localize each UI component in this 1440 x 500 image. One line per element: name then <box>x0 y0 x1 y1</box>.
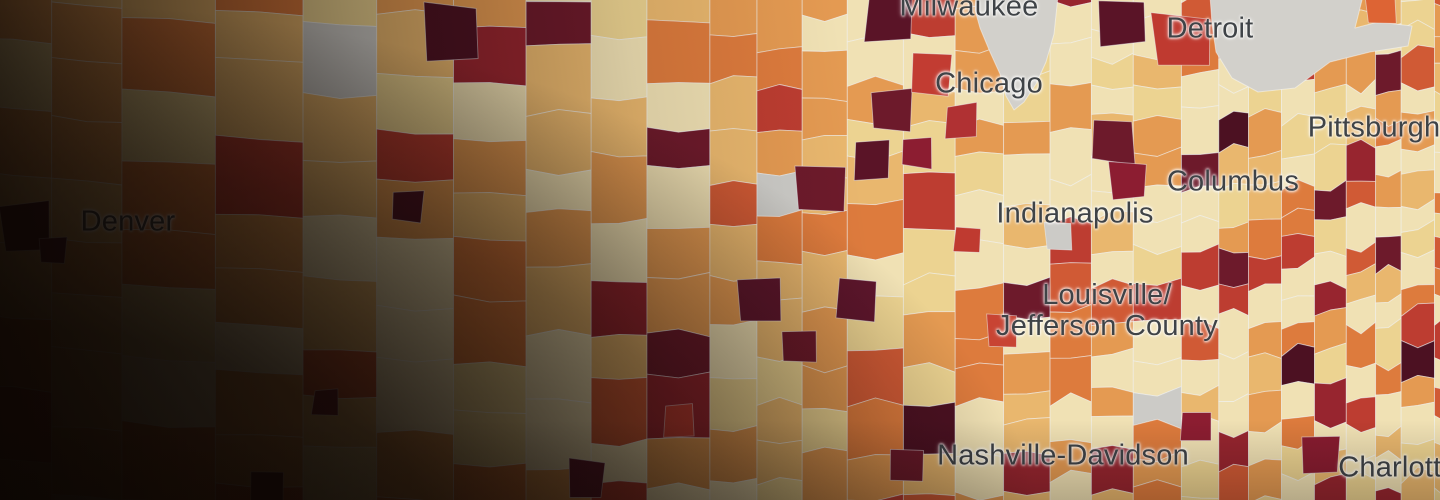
city-label-charlotte: Charlotte <box>1338 451 1440 484</box>
city-label-chicago: Chicago <box>935 67 1043 100</box>
city-label-detroit: Detroit <box>1166 12 1254 45</box>
city-label-nashville-davidson: Nashville-Davidson <box>937 439 1189 472</box>
city-label-milwaukee: Milwaukee <box>899 0 1039 23</box>
city-label-louisville-jefferson-county: Louisville/ Jefferson County <box>996 279 1218 342</box>
city-label-denver: Denver <box>80 205 176 238</box>
city-label-columbus: Columbus <box>1166 165 1300 198</box>
city-label-pittsburgh: Pittsburgh <box>1307 111 1440 144</box>
city-label-indianapolis: Indianapolis <box>996 197 1154 230</box>
